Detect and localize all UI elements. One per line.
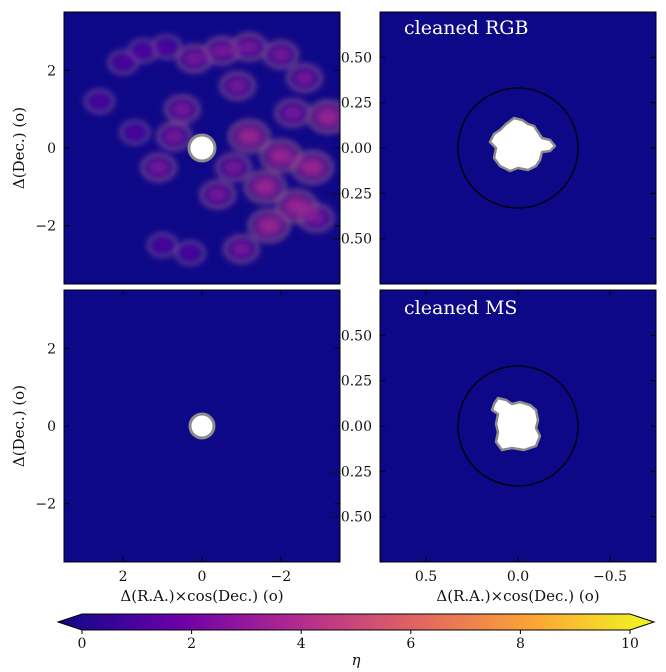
overdensity-field	[84, 33, 340, 265]
x-axis-label-right: Δ(R.A.)×cos(Dec.) (o)	[436, 587, 599, 605]
colorbar	[56, 613, 656, 631]
colorbar-tick-label: 8	[516, 636, 525, 652]
overdensity-contour	[120, 120, 150, 144]
x-tick-label: 0	[198, 569, 207, 585]
y-tick-label: −0.25	[329, 464, 372, 480]
overdensity-contour	[292, 151, 333, 184]
y-axis-label-top: Δ(Dec.) (o)	[10, 107, 28, 189]
overdensity-blob	[252, 213, 286, 239]
y-tick-label: 2	[47, 341, 56, 357]
cleaned-region-ms	[490, 396, 542, 452]
overdensity-contour	[307, 101, 340, 133]
overdensity-contour	[220, 72, 255, 100]
axis-ticks: 2 0 −2 0.50 0.25 0.00 −0.25 −0.50 2 0 −2 2 0 −2 0.50 0.…	[35, 50, 656, 585]
y-axis-label-bottom: Δ(Dec.) (o)	[10, 385, 28, 467]
colorbar-tick-label: 10	[621, 636, 639, 652]
y-tick-label: 0.25	[341, 374, 372, 390]
fill-layer	[88, 36, 340, 262]
overdensity-contour	[141, 153, 177, 182]
x-tick-label: 0.5	[415, 569, 437, 585]
cleaned-region-rgb	[488, 116, 557, 173]
overdensity-contour	[156, 122, 192, 151]
overdensity-blob	[248, 174, 282, 200]
overdensity-contour	[147, 233, 178, 257]
colorbar-tick-label: 4	[297, 636, 306, 652]
y-tick-label: 0	[47, 419, 56, 435]
overdensity-contour	[248, 209, 290, 242]
overdensity-blob	[296, 154, 329, 181]
y-tick-label: −0.50	[329, 510, 372, 526]
colorbar-tick-label: 2	[187, 636, 196, 652]
overdensity-blob	[219, 156, 248, 179]
overdensity-blob	[203, 183, 232, 206]
x-tick-label: 2	[119, 569, 128, 585]
overdensity-blob	[111, 53, 135, 72]
overdensity-contour	[287, 64, 322, 92]
overdensity-contour	[200, 180, 236, 209]
y-tick-label: 0.50	[341, 50, 372, 66]
colorbar-ticks: 0 2 4 6 8 10	[78, 630, 639, 652]
y-tick-label: −2	[35, 497, 56, 513]
overdensity-blob	[123, 123, 147, 142]
overdensity-blob	[233, 123, 266, 149]
overdensity-contour	[216, 153, 252, 182]
y-tick-label: 0.50	[341, 328, 372, 344]
y-tick-label: 0	[47, 141, 56, 157]
overdensity-blob	[131, 42, 155, 60]
overdensity-blob	[168, 98, 197, 120]
overdensity-contour	[175, 241, 205, 265]
y-tick-label: −0.25	[329, 186, 372, 202]
x-tick-label: −2	[271, 569, 292, 585]
overdensity-contour	[244, 170, 286, 203]
x-tick-label: −0.5	[593, 569, 627, 585]
colorbar-tick-label: 6	[406, 636, 415, 652]
overdensity-blob	[227, 238, 256, 260]
overdensity-contour	[164, 95, 200, 123]
masked-center-hole-top	[187, 133, 217, 163]
overdensity-blob	[178, 244, 202, 262]
overdensity-contour	[84, 89, 115, 113]
x-axis-label-left: Δ(R.A.)×cos(Dec.) (o)	[120, 587, 283, 605]
overdensity-blob	[264, 143, 298, 169]
overdensity-blob	[207, 40, 236, 62]
y-tick-label: −2	[35, 219, 56, 235]
overdensity-contour	[223, 235, 259, 263]
masked-center-hole-bottom	[188, 412, 216, 440]
overdensity-blob	[266, 44, 295, 66]
overdensity-blob	[160, 125, 189, 148]
overdensity-blob	[311, 104, 340, 130]
overdensity-blob	[290, 67, 319, 89]
overdensity-blob	[235, 36, 264, 58]
overdensity-blob	[180, 47, 208, 70]
overdensity-contour	[176, 44, 212, 73]
overdensity-blob	[223, 75, 252, 97]
y-tick-label: 0.25	[341, 96, 372, 112]
colorbar-tick-label: 0	[78, 636, 87, 652]
panel-title-ms: cleaned MS	[404, 297, 517, 319]
search-circle-rgb	[457, 87, 579, 209]
y-tick-label: 2	[47, 63, 56, 79]
overdensity-blob	[155, 38, 178, 56]
y-tick-label: −0.50	[329, 232, 372, 248]
colorbar-label: η	[352, 651, 361, 669]
overdensity-blob	[144, 156, 173, 179]
y-tick-label: 0.00	[341, 141, 372, 157]
overdensity-contour	[228, 120, 270, 153]
y-tick-label: 0.00	[341, 419, 372, 435]
overdensity-blob	[88, 92, 111, 111]
overdensity-blob	[151, 236, 175, 254]
overdensity-blob	[302, 207, 331, 229]
search-circle-ms	[457, 365, 579, 487]
overdensity-blob	[278, 102, 307, 124]
x-tick-label: 0.0	[507, 569, 529, 585]
overdensity-contour	[108, 51, 138, 75]
panel-title-rgb: cleaned RGB	[404, 17, 528, 39]
overdensity-contour	[263, 41, 299, 69]
